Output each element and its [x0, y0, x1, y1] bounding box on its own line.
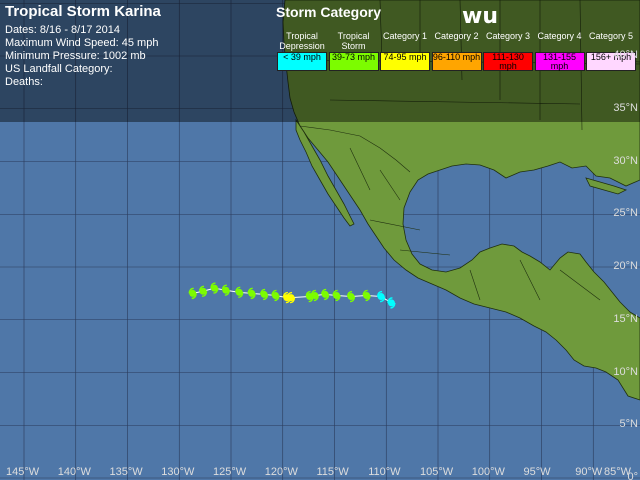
longitude-label: 120°W [264, 466, 298, 478]
longitude-label: 125°W [213, 466, 247, 478]
storm-position-marker [198, 285, 208, 297]
legend-category: Category 5 156+ mph [586, 31, 636, 71]
logo-text: wu [462, 4, 498, 29]
longitude-label: 130°W [161, 466, 195, 478]
north-america-mainland [282, 0, 640, 401]
longitude-label: 90°W [575, 466, 603, 478]
latitude-label: 25°N [613, 207, 638, 220]
storm-landfall: US Landfall Category: [5, 63, 113, 75]
storm-deaths: Deaths: [5, 76, 43, 88]
longitude-label: 115°W [316, 466, 349, 478]
longitude-label: 140°W [57, 466, 91, 478]
latitude-label: 5°N [619, 418, 638, 431]
longitude-label: 110°W [368, 466, 401, 478]
storm-position-marker [282, 291, 292, 304]
storm-min-pressure: Minimum Pressure: 1002 mb [5, 50, 146, 62]
legend-category: Category 3 111-130 mph [483, 31, 533, 71]
latitude-label: 10°N [613, 365, 638, 378]
storm-position-marker [346, 290, 356, 303]
storm-position-marker [210, 282, 219, 294]
legend-title: Storm Category [276, 4, 382, 20]
legend-category-name: Category 4 [537, 31, 582, 41]
storm-position-marker [259, 288, 269, 301]
storm-position-marker [376, 290, 386, 303]
longitude-label: 145°W [6, 466, 40, 478]
legend-category-name: Category 3 [485, 31, 531, 41]
storm-position-marker [362, 289, 371, 302]
legend-category-swatch: < 39 mph [277, 52, 327, 71]
legend-category-name: Tropical Depression [279, 31, 325, 51]
latitude-label: 35°N [613, 101, 638, 114]
cuba [585, 177, 628, 195]
legend-category: Category 1 74-95 mph [380, 31, 430, 71]
baja-california [295, 118, 355, 227]
storm-position-marker [235, 286, 244, 299]
wunderground-logo: wu [462, 4, 502, 30]
latitude-label: 0° [627, 471, 638, 480]
latitude-label: 20°N [613, 260, 638, 272]
latitude-label: 30°N [613, 154, 638, 167]
storm-position-marker [221, 284, 231, 296]
storm-position-marker [188, 287, 197, 300]
legend-category-swatch: 111-130 mph [483, 52, 533, 71]
land-mass [282, 0, 640, 401]
legend-category-name: Category 1 [382, 31, 428, 41]
legend-category-name: Category 2 [434, 31, 479, 41]
storm-position-marker [387, 297, 396, 309]
storm-position-marker [305, 290, 314, 303]
legend-category-swatch: 156+ mph [586, 52, 636, 71]
storm-dates: Dates: 8/16 - 8/17 2014 [5, 24, 120, 36]
latitude-label: 15°N [613, 312, 638, 325]
latitude-label: 40°N [613, 49, 638, 61]
storm-position-marker [271, 289, 280, 302]
legend-category-swatch: 39-73 mph [328, 52, 379, 71]
longitude-label: 95°W [523, 466, 551, 478]
us-mexico-border [299, 125, 411, 173]
storm-title: Tropical Storm Karina [5, 3, 161, 20]
legend-category-swatch: 131-155 mph [534, 52, 585, 71]
legend-category-name: Category 5 [588, 31, 634, 41]
legend-category: Tropical Storm 39-73 mph [328, 31, 379, 71]
longitude-label: 105°W [420, 466, 454, 478]
legend-category: Tropical Depression < 39 mph [277, 31, 327, 71]
storm-position-marker [320, 288, 330, 301]
storm-max-wind: Maximum Wind Speed: 45 mph [5, 37, 159, 49]
storm-position-marker [247, 287, 256, 300]
storm-position-marker [332, 289, 341, 302]
longitude-label: 85°W [604, 466, 632, 478]
legend-category: Category 2 96-110 mph [431, 31, 482, 71]
legend-category-swatch: 96-110 mph [431, 52, 482, 71]
longitude-label: 135°W [109, 466, 143, 478]
legend-category-name: Tropical Storm [337, 31, 370, 51]
legend-category: Category 4 131-155 mph [534, 31, 585, 71]
legend-category-swatch: 74-95 mph [380, 52, 430, 71]
longitude-label: 100°W [471, 466, 505, 478]
storm-track [188, 282, 396, 309]
